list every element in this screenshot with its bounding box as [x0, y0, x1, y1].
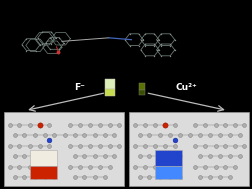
- Bar: [155, 166, 181, 179]
- Bar: [4, 112, 123, 186]
- Bar: [105, 89, 115, 96]
- Bar: [138, 90, 144, 95]
- Bar: [155, 150, 181, 166]
- Bar: [138, 83, 144, 90]
- Bar: [30, 166, 56, 179]
- Bar: [105, 79, 115, 89]
- Bar: [30, 150, 56, 166]
- Text: F⁻: F⁻: [74, 83, 85, 92]
- Bar: [129, 112, 248, 186]
- Text: Cu²⁺: Cu²⁺: [174, 83, 196, 92]
